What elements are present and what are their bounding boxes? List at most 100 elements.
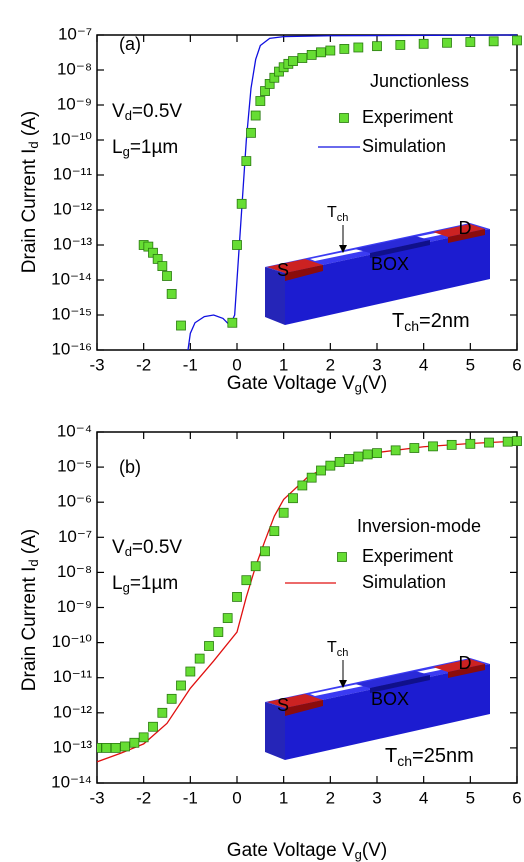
thickness-label-part: =2nm [419, 310, 470, 332]
data-point [278, 507, 289, 518]
x-tick-label: 5 [466, 355, 475, 374]
y-tick-label: 10⁻⁵ [57, 457, 92, 476]
data-point [101, 743, 112, 753]
data-point [362, 449, 373, 460]
x-tick-label: 1 [279, 355, 288, 374]
inset-channel-label-part: ch [337, 647, 349, 659]
data-point [418, 38, 429, 49]
thickness-label-part: =25nm [412, 745, 474, 767]
data-point [297, 53, 308, 63]
data-point [316, 47, 326, 58]
y-tick-label: 10⁻⁹ [57, 94, 92, 113]
x-axis-label-part: (V) [362, 373, 387, 394]
legend-label: Experiment [362, 107, 453, 127]
condition-label-part: =0.5V [132, 101, 183, 122]
data-point [344, 454, 354, 464]
data-point [325, 460, 336, 471]
data-point [97, 743, 102, 753]
x-tick-label: -2 [136, 788, 151, 807]
y-tick-label: 10⁻¹⁰ [52, 129, 93, 148]
thickness-label-part: ch [404, 318, 419, 334]
data-point [148, 721, 158, 732]
data-point [250, 561, 261, 572]
x-tick-label: 1 [279, 788, 288, 807]
data-point [488, 36, 499, 47]
legend-label: Simulation [362, 136, 446, 156]
data-point [446, 439, 457, 450]
x-tick-label: 4 [419, 788, 428, 807]
condition-label-part: V [112, 537, 125, 558]
data-point [129, 737, 140, 748]
y-tick-label: 10⁻¹⁶ [51, 339, 92, 358]
x-tick-label: 6 [512, 788, 521, 807]
data-point [306, 50, 317, 60]
plot-frame [96, 34, 518, 351]
data-point [232, 240, 242, 250]
data-point [120, 741, 130, 752]
inset-channel-label: Tch [327, 639, 348, 659]
condition-label-part: L [112, 573, 123, 594]
data-point [185, 666, 196, 677]
inset-box: BOX [371, 689, 409, 709]
data-point [176, 680, 186, 691]
x-axis-label: Gate Voltage Vg(V) [227, 373, 387, 395]
inset-box: BOX [371, 254, 409, 274]
condition-label: Lg=1µm [112, 137, 178, 159]
data-point [339, 44, 350, 54]
condition-label: Vd=0.5V [112, 101, 182, 123]
y-axis-label-part: Drain Current I [19, 567, 40, 692]
y-tick-label: 10⁻¹³ [53, 737, 93, 756]
data-point [484, 437, 494, 448]
thickness-label: Tch=2nm [392, 310, 470, 333]
data-point [157, 261, 168, 271]
data-point [502, 436, 513, 447]
data-point [222, 613, 233, 623]
condition-label-part: L [112, 137, 123, 158]
x-axis-label-part: g [355, 380, 362, 395]
data-point [465, 37, 476, 47]
y-axis-label-part: (A) [19, 529, 40, 560]
data-point [325, 45, 336, 56]
y-axis-label: Drain Current Id (A) [19, 529, 41, 691]
data-point [316, 465, 326, 476]
data-point [232, 592, 242, 602]
legend-title: Junctionless [370, 71, 469, 91]
thickness-label-part: T [385, 745, 397, 767]
y-tick-label: 10⁻⁷ [58, 527, 92, 546]
condition-label-part: d [125, 544, 132, 559]
y-tick-label: 10⁻⁸ [57, 562, 92, 581]
data-point [297, 480, 308, 491]
data-point [372, 41, 382, 52]
data-point [194, 653, 205, 664]
y-tick-label: 10⁻¹⁴ [51, 772, 92, 791]
x-tick-label: 0 [232, 788, 241, 807]
x-axis-label-part: Gate Voltage V [227, 373, 355, 394]
y-tick-label: 10⁻⁸ [57, 59, 92, 78]
data-point [110, 743, 121, 753]
inset-channel-label-part: ch [337, 212, 349, 224]
inset-drain: D [459, 218, 472, 238]
x-tick-label: 4 [419, 355, 428, 374]
y-tick-label: 10⁻¹³ [53, 234, 93, 253]
data-point [227, 317, 238, 328]
y-axis-label-part: (A) [19, 111, 40, 142]
data-point [395, 40, 406, 50]
condition-label-part: g [123, 144, 130, 159]
data-point [260, 546, 270, 557]
y-tick-label: 10⁻¹⁰ [52, 632, 93, 651]
data-point [288, 493, 298, 504]
y-tick-label: 10⁻¹¹ [53, 667, 93, 686]
y-axis-label-part: Drain Current I [19, 149, 40, 274]
inset-channel-label-part: T [327, 204, 337, 221]
plot-layer [97, 436, 522, 763]
y-tick-label: 10⁻⁶ [57, 492, 92, 511]
legend-label: Simulation [362, 572, 446, 592]
data-point [255, 96, 266, 106]
data-point [409, 443, 420, 453]
data-point [162, 271, 172, 281]
x-tick-label: -3 [89, 788, 104, 807]
data-point [334, 457, 345, 467]
x-axis-label-part: (V) [362, 840, 387, 861]
data-point [138, 732, 149, 743]
data-point [512, 436, 522, 447]
